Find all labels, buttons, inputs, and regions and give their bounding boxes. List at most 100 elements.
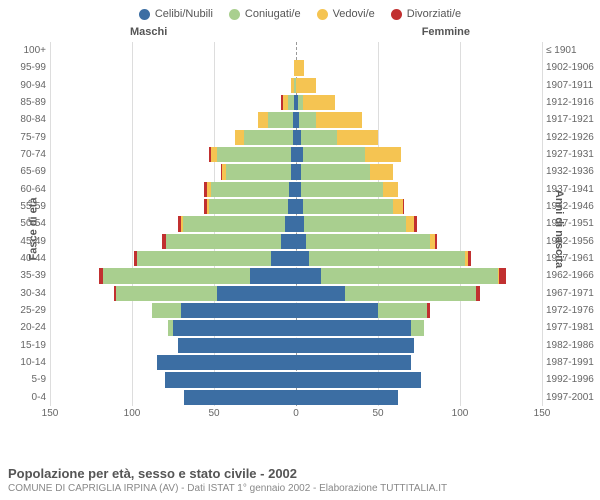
age-label: 0-4 [12, 392, 46, 403]
age-label: 10-14 [12, 357, 46, 368]
pyramid-row: 20-241977-1981 [50, 319, 542, 336]
bar-segment [414, 216, 417, 231]
pyramid-rows: 100+≤ 190195-991902-190690-941907-191185… [50, 42, 542, 406]
x-tick-label: 100 [124, 408, 141, 419]
female-bar [296, 164, 393, 179]
male-bar [168, 320, 296, 335]
bar-segment [301, 182, 383, 197]
x-axis: 15010050050100150 [50, 408, 542, 424]
male-bar [281, 95, 296, 110]
year-label: 1987-1991 [546, 357, 598, 368]
female-bar [296, 60, 304, 75]
bar-segment [183, 216, 285, 231]
bar-segment [173, 320, 296, 335]
bar-segment [321, 268, 498, 283]
bar-segment [303, 199, 393, 214]
female-bar [296, 338, 414, 353]
chart-area: Maschi Femmine Fasce di età Anni di nasc… [0, 24, 600, 434]
pyramid-row: 80-841917-1921 [50, 111, 542, 128]
bar-segment [296, 320, 411, 335]
bar-segment [268, 112, 293, 127]
pyramid-row: 85-891912-1916 [50, 94, 542, 111]
pyramid-row: 15-191982-1986 [50, 337, 542, 354]
female-bar [296, 320, 424, 335]
bar-segment [296, 303, 378, 318]
plot-area: 100+≤ 190195-991902-190690-941907-191185… [50, 42, 542, 406]
legend-item: Coniugati/e [229, 8, 301, 20]
year-label: 1977-1981 [546, 322, 598, 333]
footer: Popolazione per età, sesso e stato civil… [8, 466, 447, 494]
year-label: 1982-1986 [546, 340, 598, 351]
bar-segment [306, 234, 431, 249]
year-label: 1937-1941 [546, 184, 598, 195]
bar-segment [165, 372, 296, 387]
male-bar [178, 338, 296, 353]
female-label: Femmine [422, 26, 470, 38]
legend-swatch [391, 9, 402, 20]
year-label: 1922-1926 [546, 132, 598, 143]
bar-segment [499, 268, 506, 283]
year-label: 1972-1976 [546, 305, 598, 316]
age-label: 90-94 [12, 80, 46, 91]
male-label: Maschi [130, 26, 167, 38]
year-label: 1992-1996 [546, 374, 598, 385]
legend-label: Coniugati/e [245, 8, 301, 20]
pyramid-row: 30-341967-1971 [50, 285, 542, 302]
bar-segment [244, 130, 293, 145]
age-label: 30-34 [12, 288, 46, 299]
bar-segment [345, 286, 476, 301]
year-label: 1927-1931 [546, 149, 598, 160]
chart-subtitle: COMUNE DI CAPRIGLIA IRPINA (AV) - Dati I… [8, 483, 447, 494]
year-label: 1902-1906 [546, 62, 598, 73]
age-label: 20-24 [12, 322, 46, 333]
bar-segment [209, 199, 288, 214]
female-bar [296, 268, 506, 283]
legend-swatch [229, 9, 240, 20]
legend-label: Celibi/Nubili [155, 8, 213, 20]
female-bar [296, 234, 437, 249]
female-bar [296, 95, 335, 110]
pyramid-row: 10-141987-1991 [50, 354, 542, 371]
male-bar [152, 303, 296, 318]
legend-item: Divorziati/e [391, 8, 461, 20]
female-bar [296, 390, 398, 405]
bar-segment [316, 112, 362, 127]
female-bar [296, 78, 316, 93]
bar-segment [166, 234, 281, 249]
bar-segment [271, 251, 296, 266]
bar-segment [296, 60, 304, 75]
age-label: 45-49 [12, 236, 46, 247]
bar-segment [296, 390, 398, 405]
bar-segment [296, 286, 345, 301]
female-bar [296, 112, 362, 127]
bar-segment [103, 268, 251, 283]
bar-segment [309, 251, 465, 266]
bar-segment [301, 130, 337, 145]
year-label: 1907-1911 [546, 80, 598, 91]
bar-segment [435, 234, 437, 249]
pyramid-row: 60-641937-1941 [50, 181, 542, 198]
bar-segment [296, 355, 411, 370]
female-bar [296, 251, 471, 266]
year-label: 1947-1951 [546, 218, 598, 229]
bar-segment [301, 164, 370, 179]
male-bar [134, 251, 296, 266]
age-label: 40-44 [12, 253, 46, 264]
age-label: 75-79 [12, 132, 46, 143]
age-label: 55-59 [12, 201, 46, 212]
bar-segment [296, 251, 309, 266]
pyramid-row: 75-791922-1926 [50, 129, 542, 146]
pyramid-row: 35-391962-1966 [50, 267, 542, 284]
male-bar [204, 182, 296, 197]
male-bar [178, 216, 296, 231]
year-label: 1912-1916 [546, 97, 598, 108]
year-label: 1942-1946 [546, 201, 598, 212]
bar-segment [303, 95, 336, 110]
female-bar [296, 130, 378, 145]
bar-segment [299, 112, 315, 127]
pyramid-row: 90-941907-1911 [50, 77, 542, 94]
female-bar [296, 286, 480, 301]
bar-segment [296, 234, 306, 249]
pyramid-row: 0-41997-2001 [50, 389, 542, 406]
bar-segment [296, 78, 316, 93]
